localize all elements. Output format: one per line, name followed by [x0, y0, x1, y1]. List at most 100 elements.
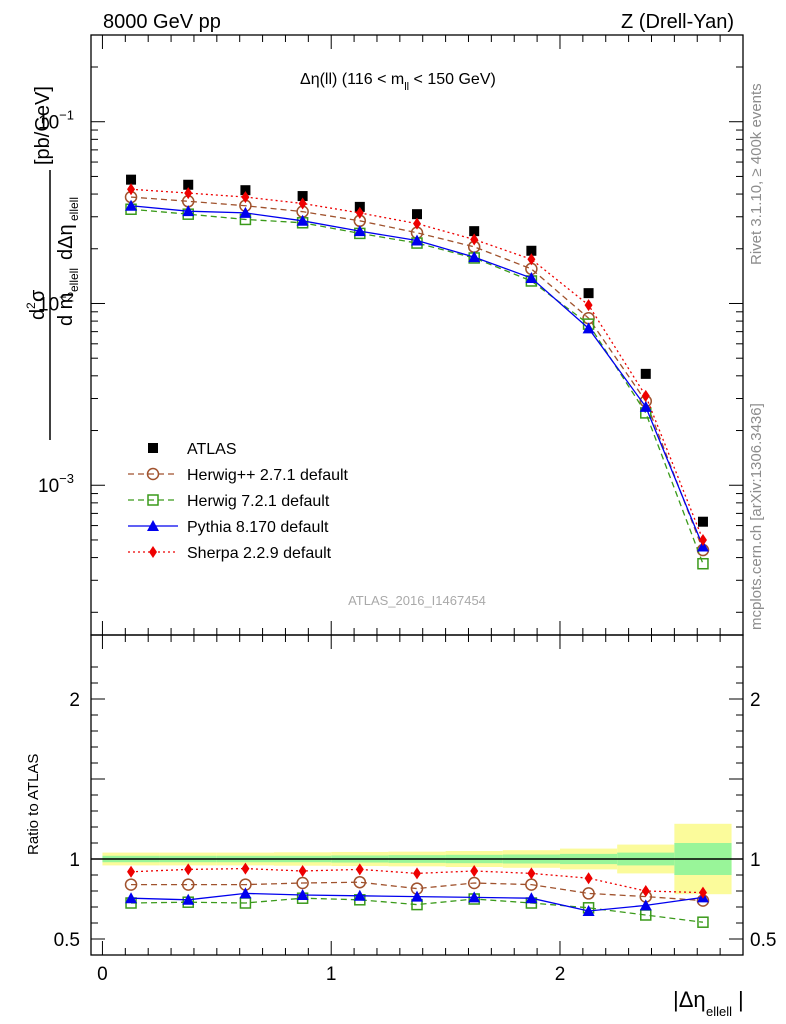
main-point-pythia: [582, 322, 595, 334]
xtick-label: 1: [326, 964, 337, 985]
axes-layer: 10−1 10−2 10−3 2 2 1 1 0.5 0.5 0 1 2: [38, 34, 776, 985]
main-point-atlas: [183, 179, 194, 190]
legend-label-pythia: Pythia 8.170 default: [187, 519, 329, 536]
main-point-pythia: [125, 199, 138, 211]
legend-marker-herwig7: [147, 494, 159, 506]
svg-text:ellell: ellell: [706, 1004, 732, 1019]
mcplots-label: mcplots.cern.ch [arXiv:1306.3436]: [748, 403, 765, 630]
ratio-point-sherpa: [584, 872, 593, 885]
main-point-atlas: [697, 516, 708, 527]
ratio-point-pythia: [582, 905, 595, 916]
ratio-line-herwig7: [131, 897, 704, 923]
main-point-atlas: [126, 174, 137, 185]
main-point-sherpa: [584, 299, 593, 312]
main-point-sherpa: [527, 253, 536, 266]
main-ytick-label: 10−2: [38, 289, 74, 315]
main-series-layer: [124, 174, 710, 570]
ratio-ytick-label: 2: [69, 690, 80, 711]
legend-label-atlas: ATLAS: [187, 441, 237, 458]
main-ytick-label: 10−1: [38, 108, 74, 134]
ratio-ytick-label-right: 1: [750, 850, 761, 871]
ratio-point-pythia: [296, 889, 309, 900]
main-point-pythia: [639, 400, 652, 412]
main-point-atlas: [640, 368, 651, 379]
main-point-sherpa: [184, 187, 193, 200]
main-line-sherpa: [130, 188, 704, 541]
ratio-point-pythia: [525, 892, 538, 904]
main-point-atlas: [297, 191, 308, 202]
main-point-sherpa: [241, 191, 250, 204]
main-point-pythia: [182, 205, 195, 217]
main-point-sherpa: [355, 206, 364, 219]
main-point-pythia: [353, 225, 366, 237]
ratio-point-pythia: [468, 891, 481, 903]
ratio-point-herwigpp: [582, 887, 595, 900]
ratio-point-sherpa: [184, 863, 193, 876]
ratio-point-sherpa: [527, 867, 536, 880]
ratio-ytick-label-right: 2: [750, 690, 761, 711]
main-point-sherpa: [698, 533, 707, 546]
ratio-point-sherpa: [470, 865, 479, 877]
rivet-label: Rivet 3.1.10, ≥ 400k events: [748, 83, 765, 265]
main-ylabel: d 2 σ d m ellell dΔη ellell [pb/GeV]: [24, 86, 81, 440]
header-right: Z (Drell-Yan): [621, 11, 734, 33]
ratio-point-sherpa: [413, 867, 421, 880]
main-point-atlas: [583, 288, 594, 299]
ratio-point-herwigpp: [467, 876, 481, 890]
legend-marker-sherpa: [149, 546, 157, 558]
main-point-sherpa: [470, 233, 479, 246]
ratio-point-pythia: [411, 890, 423, 902]
svg-text:dΔη: dΔη: [55, 224, 77, 260]
main-title: Δη(ll) (116 < mll < 150 GeV): [300, 71, 496, 93]
header-left: 8000 GeV pp: [103, 11, 221, 33]
main-point-herwig7: [697, 557, 709, 570]
legend-marker-pythia: [147, 520, 159, 531]
main-point-atlas: [240, 185, 251, 196]
ratio-point-pythia: [182, 893, 195, 905]
ratio-uncertainty-bands: [91, 823, 743, 895]
xtick-label: 2: [555, 964, 566, 985]
legend-label-herwigpp: Herwig++ 2.7.1 default: [187, 467, 349, 484]
svg-text:|: |: [738, 987, 744, 1012]
legend-label-sherpa: Sherpa 2.2.9 default: [187, 545, 332, 562]
svg-text:d: d: [27, 309, 49, 320]
legend: ATLAS Herwig++ 2.7.1 default Herwig 7.2.1 …: [128, 441, 349, 562]
legend-marker-atlas: [148, 443, 158, 453]
main-point-pythia: [696, 540, 709, 552]
ratio-point-sherpa: [641, 885, 650, 897]
ratio-point-pythia: [353, 889, 366, 901]
svg-text:σ: σ: [27, 289, 49, 302]
ratio-point-herwigpp: [181, 878, 195, 891]
main-point-pythia: [411, 234, 423, 246]
main-point-atlas: [412, 209, 422, 220]
ratio-point-sherpa: [698, 886, 707, 899]
legend-label-herwig7: Herwig 7.2.1 default: [187, 493, 330, 510]
analysis-watermark: ATLAS_2016_I1467454: [348, 593, 486, 608]
main-point-pythia: [525, 272, 538, 284]
main-line-herwig7: [130, 208, 704, 564]
xlabel: |Δη ellell |: [673, 987, 744, 1019]
ratio-point-pythia: [639, 899, 652, 911]
ratio-series-layer: [124, 862, 710, 928]
main-point-atlas: [354, 201, 365, 212]
svg-text:ellell: ellell: [67, 268, 81, 292]
ratio-ytick-label-right: 0.5: [750, 930, 776, 951]
svg-text:|Δη: |Δη: [673, 987, 706, 1012]
main-point-pythia: [296, 214, 309, 226]
ratio-point-pythia: [125, 892, 138, 904]
main-point-pythia: [468, 251, 481, 263]
main-ytick-label: 10−3: [38, 471, 74, 497]
svg-text:d m: d m: [55, 293, 77, 326]
main-point-sherpa: [298, 197, 307, 210]
ratio-point-sherpa: [241, 862, 250, 875]
ratio-ylabel: Ratio to ATLAS: [25, 754, 42, 855]
ratio-point-herwig7: [697, 916, 709, 928]
ratio-line-herwigpp: [131, 881, 704, 902]
ratio-point-sherpa: [298, 865, 307, 877]
legend-marker-herwigpp: [146, 467, 160, 481]
main-point-atlas: [526, 245, 537, 256]
svg-text:ellell: ellell: [67, 197, 81, 221]
ratio-ytick-label: 0.5: [54, 930, 80, 951]
ratio-point-sherpa: [127, 865, 136, 878]
